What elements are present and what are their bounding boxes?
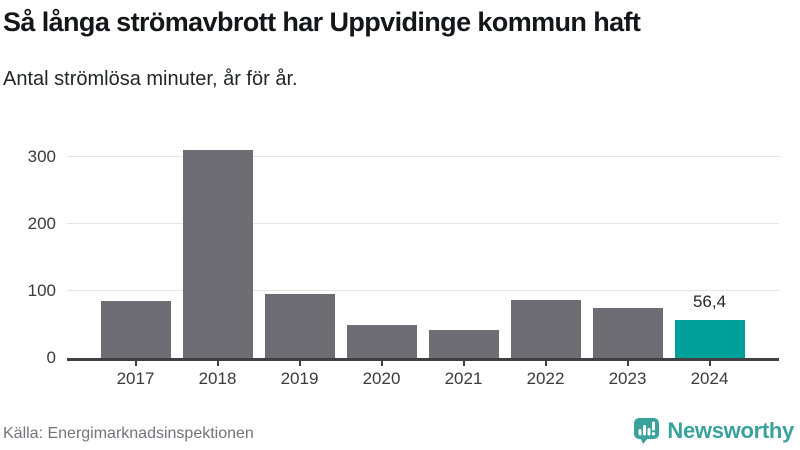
y-axis-label: 200 bbox=[27, 214, 56, 233]
y-axis-label: 0 bbox=[46, 348, 56, 367]
source-note: Källa: Energimarknadsinspektionen bbox=[3, 425, 254, 442]
x-axis-label: 2024 bbox=[690, 369, 729, 388]
x-axis-label: 2018 bbox=[198, 369, 237, 388]
bar-value-label: 56,4 bbox=[692, 292, 727, 312]
x-axis-tick bbox=[380, 361, 383, 366]
bar-2017 bbox=[100, 301, 171, 358]
x-axis-tick bbox=[544, 361, 547, 366]
gridline bbox=[67, 156, 779, 157]
y-axis-label: 100 bbox=[27, 281, 56, 300]
x-axis-tick bbox=[462, 361, 465, 366]
bar-2022 bbox=[510, 299, 581, 358]
y-axis-label: 300 bbox=[27, 147, 56, 166]
x-axis-label: 2020 bbox=[362, 369, 401, 388]
bar-2020 bbox=[346, 325, 417, 358]
newsworthy-logo-icon bbox=[634, 418, 660, 444]
bar-2023 bbox=[592, 307, 663, 358]
bar-2021 bbox=[428, 329, 499, 358]
x-axis-label: 2022 bbox=[526, 369, 565, 388]
x-axis-tick bbox=[298, 361, 301, 366]
bar-2018 bbox=[182, 150, 253, 358]
x-axis-tick bbox=[134, 361, 137, 366]
gridline bbox=[67, 223, 779, 224]
x-axis-tick bbox=[626, 361, 629, 366]
brand-name: Newsworthy bbox=[667, 417, 794, 443]
plot-area: 0 100 200 300 2017 2018 2019 2020 2021 2022 2023 20… bbox=[28, 140, 779, 388]
x-axis-label: 2021 bbox=[444, 369, 483, 388]
bar-2024 bbox=[674, 320, 745, 358]
brand-logo: Newsworthy bbox=[633, 417, 794, 444]
x-axis-tick bbox=[708, 361, 711, 366]
x-axis-label: 2019 bbox=[280, 369, 319, 388]
gridline bbox=[67, 290, 779, 291]
chart-title: Så långa strömavbrott har Uppvidinge kom… bbox=[3, 7, 641, 37]
x-axis-label: 2017 bbox=[116, 369, 155, 388]
chart-subtitle: Antal strömlösa minuter, år för år. bbox=[3, 68, 298, 90]
x-axis-label: 2023 bbox=[608, 369, 647, 388]
x-axis-line bbox=[67, 358, 779, 361]
bar-2019 bbox=[264, 293, 335, 358]
x-axis-tick bbox=[216, 361, 219, 366]
